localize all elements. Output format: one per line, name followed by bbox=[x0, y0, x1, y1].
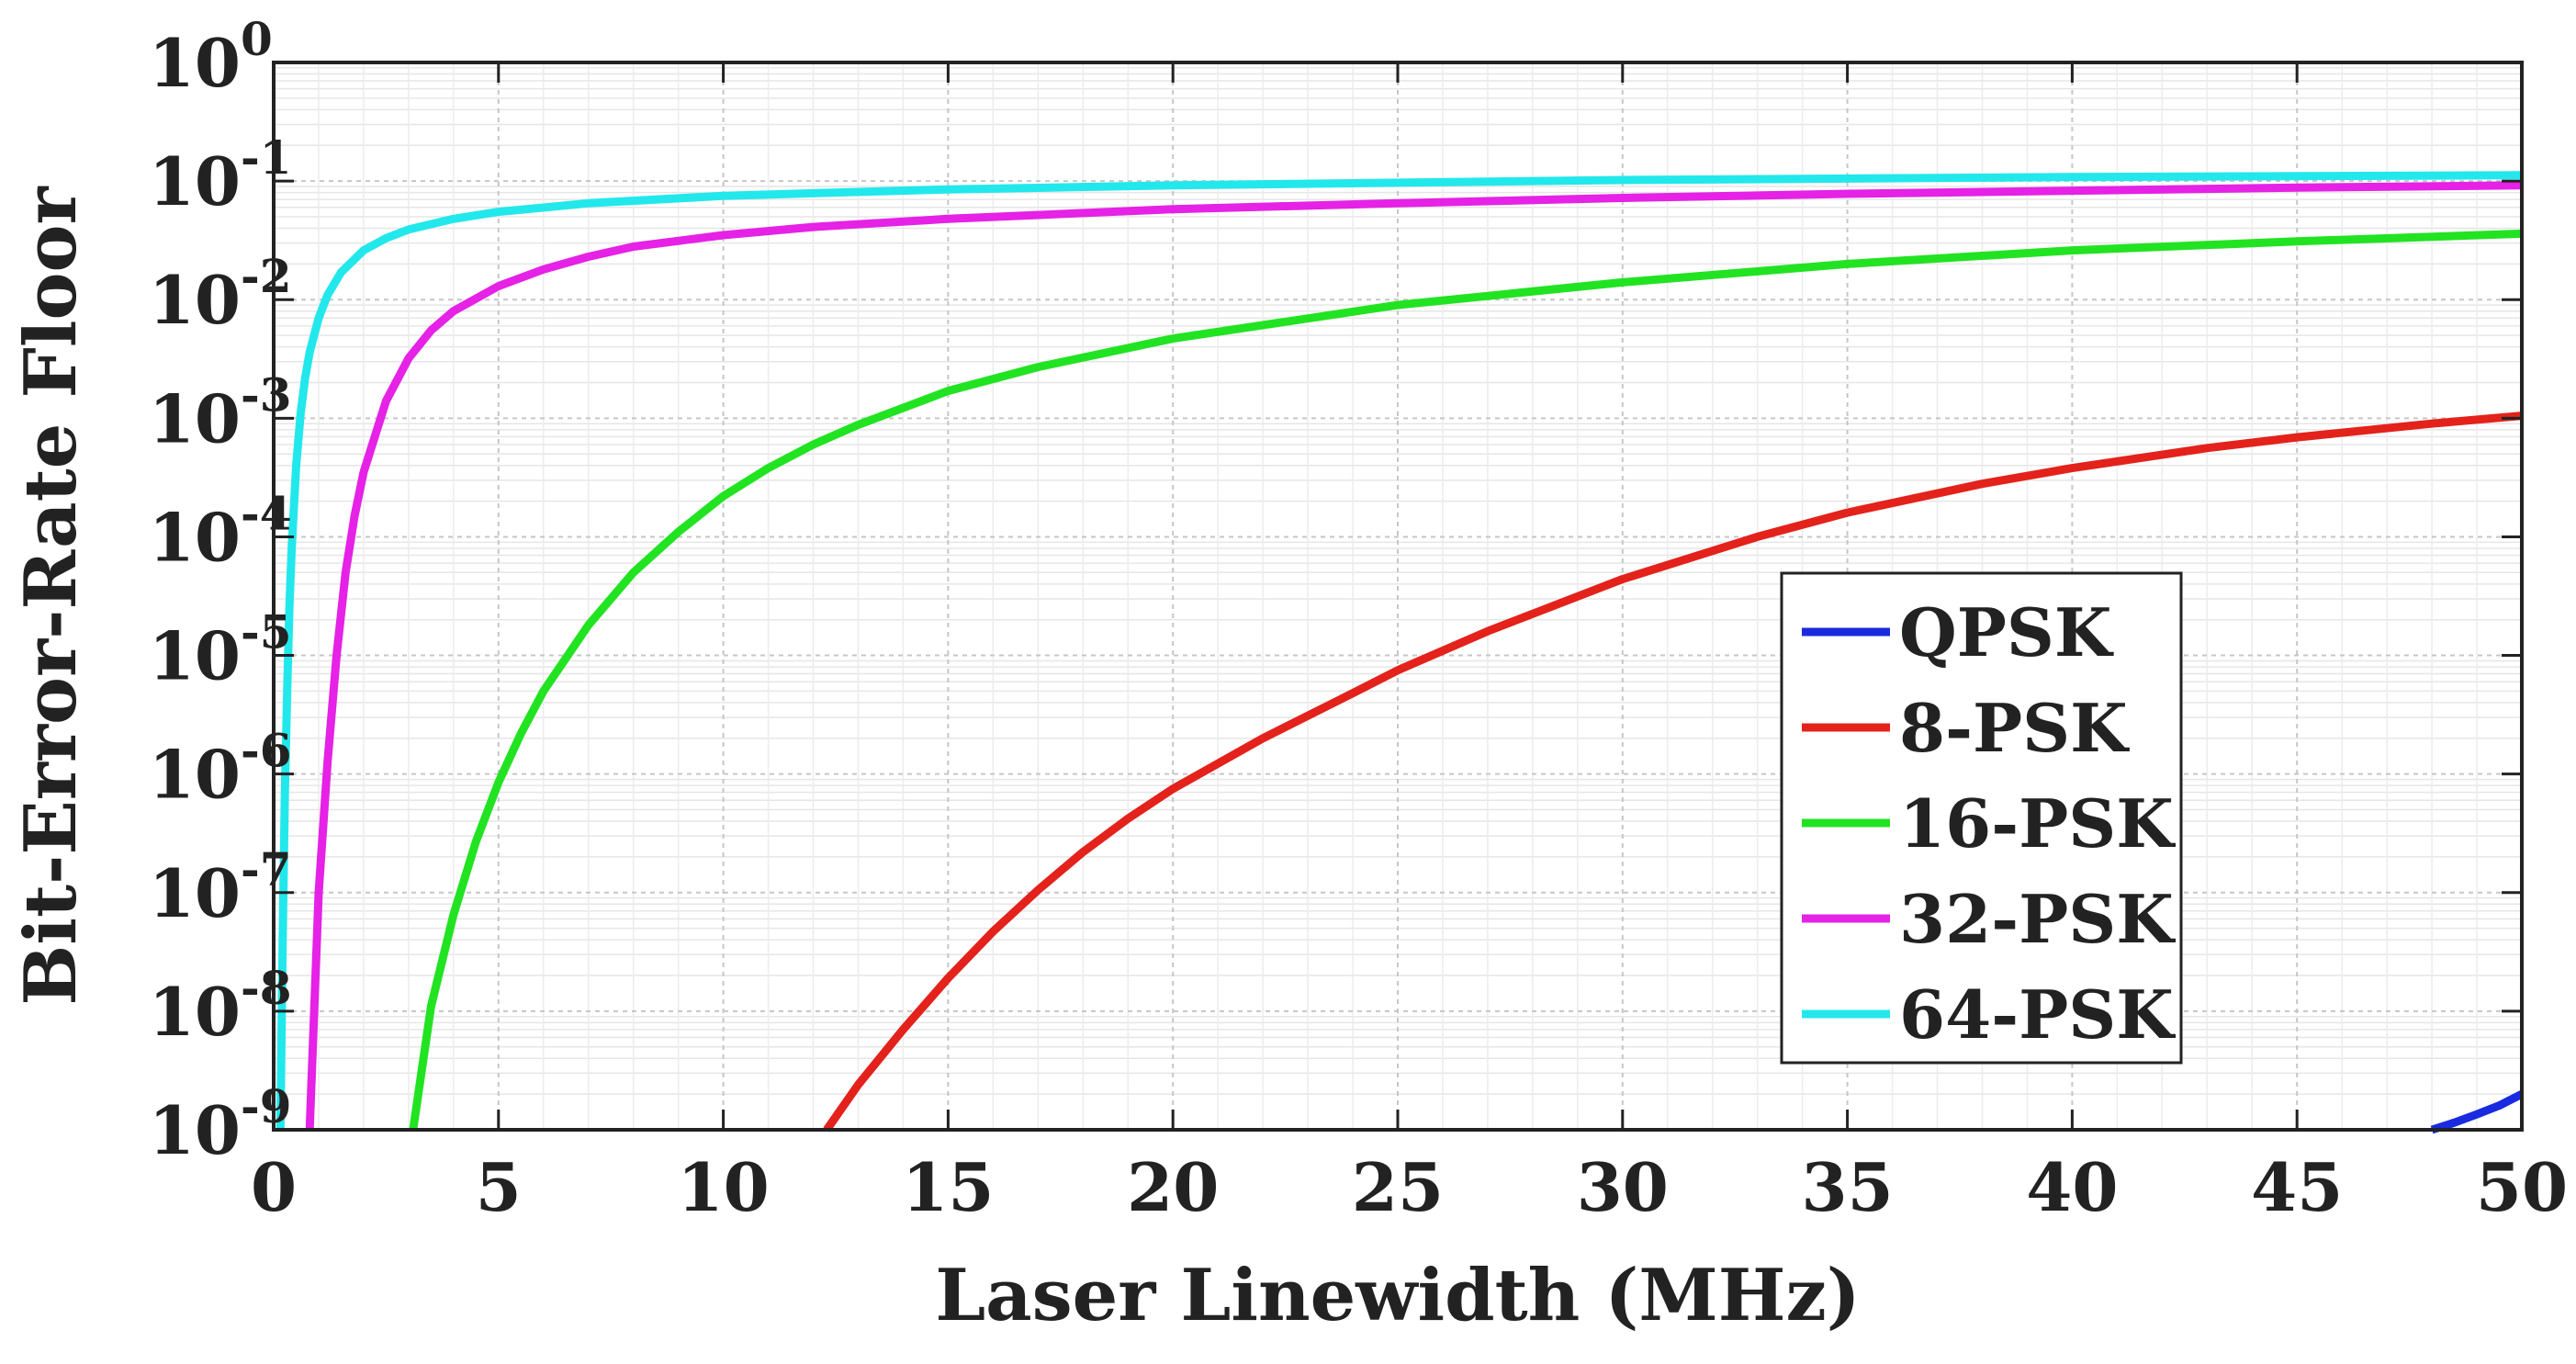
series-line-16-psk bbox=[409, 229, 2523, 1131]
y-tick-label-base: 10 bbox=[149, 142, 241, 220]
y-tick-label-exponent: 0 bbox=[241, 12, 273, 66]
x-tick-label: 45 bbox=[2251, 1148, 2343, 1226]
y-tick-label-base: 10 bbox=[149, 617, 241, 695]
legend: QPSK 8-PSK 16-PSK 32-PSK 64-PSK bbox=[1780, 571, 2183, 1065]
y-tick-label-base: 10 bbox=[149, 379, 241, 457]
legend-label-8-psk: 8-PSK bbox=[1899, 689, 2130, 767]
y-tick-label-exponent: -7 bbox=[241, 842, 292, 896]
x-tick-label: 50 bbox=[2476, 1148, 2568, 1226]
x-tick-label: 35 bbox=[1801, 1148, 1893, 1226]
y-tick-label-exponent: -6 bbox=[241, 724, 292, 778]
y-tick-label-exponent: -8 bbox=[241, 961, 292, 1015]
series-line-64-psk bbox=[276, 171, 2523, 1131]
legend-label-16-psk: 16-PSK bbox=[1899, 784, 2176, 862]
y-tick-label-base: 10 bbox=[149, 736, 241, 814]
y-tick-label-exponent: -1 bbox=[241, 130, 292, 185]
x-tick-label: 0 bbox=[251, 1148, 297, 1226]
y-tick-label-base: 10 bbox=[149, 854, 241, 932]
y-tick-label-exponent: -2 bbox=[241, 249, 292, 303]
x-tick-label: 30 bbox=[1577, 1148, 1669, 1226]
axis-ticks bbox=[272, 61, 2524, 1132]
y-axis-label: Bit-Error-Rate Floor bbox=[9, 186, 93, 1005]
y-tick-label-base: 10 bbox=[149, 1091, 241, 1169]
y-tick-label-base: 10 bbox=[149, 24, 241, 102]
y-tick-label-base: 10 bbox=[149, 261, 241, 339]
x-tick-label: 20 bbox=[1127, 1148, 1219, 1226]
y-tick-label-exponent: -5 bbox=[241, 605, 292, 659]
x-tick-label: 5 bbox=[476, 1148, 522, 1226]
legend-box bbox=[1780, 571, 2183, 1065]
x-tick-label: 40 bbox=[2026, 1148, 2118, 1226]
series-line-qpsk bbox=[2430, 1090, 2525, 1134]
series-line-32-psk bbox=[305, 181, 2523, 1131]
legend-entries: QPSK 8-PSK 16-PSK 32-PSK 64-PSK bbox=[1802, 593, 2176, 1054]
x-axis-label: Laser Linewidth (MHz) bbox=[935, 1254, 1860, 1337]
x-tick-label: 25 bbox=[1352, 1148, 1444, 1226]
y-tick-label-exponent: -3 bbox=[241, 367, 292, 422]
y-tick-label-exponent: -4 bbox=[241, 486, 292, 540]
x-tick-label: 15 bbox=[902, 1148, 994, 1226]
y-tick-label-exponent: -9 bbox=[241, 1079, 292, 1133]
y-tick-label-base: 10 bbox=[149, 498, 241, 576]
y-tick-label-base: 10 bbox=[149, 973, 241, 1051]
x-tick-label: 10 bbox=[677, 1148, 769, 1226]
x-tick-labels: 0 5 10 15 20 25 30 35 40 45 50 bbox=[251, 1148, 2568, 1226]
legend-label-64-psk: 64-PSK bbox=[1899, 975, 2176, 1054]
legend-label-qpsk: QPSK bbox=[1899, 593, 2114, 671]
legend-label-32-psk: 32-PSK bbox=[1899, 880, 2176, 958]
series-line-8-psk bbox=[823, 411, 2523, 1133]
series-lines bbox=[276, 171, 2525, 1134]
